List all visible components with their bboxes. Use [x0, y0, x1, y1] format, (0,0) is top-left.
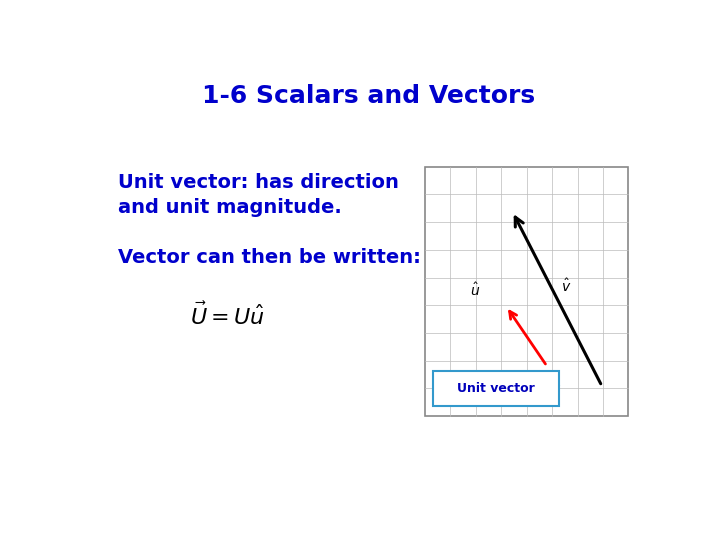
- Text: $\vec{U} = U\hat{u}$: $\vec{U} = U\hat{u}$: [190, 302, 266, 329]
- Text: $\hat{u}$: $\hat{u}$: [469, 282, 480, 299]
- Text: Unit vector: Unit vector: [457, 382, 535, 395]
- Text: Unit vector: has direction
and unit magnitude.: Unit vector: has direction and unit magn…: [118, 173, 399, 217]
- Text: $\hat{v}$: $\hat{v}$: [562, 278, 572, 295]
- Bar: [433, 371, 559, 406]
- Text: 1-6 Scalars and Vectors: 1-6 Scalars and Vectors: [202, 84, 536, 107]
- Text: Vector can then be written:: Vector can then be written:: [118, 248, 420, 267]
- Bar: [425, 167, 629, 416]
